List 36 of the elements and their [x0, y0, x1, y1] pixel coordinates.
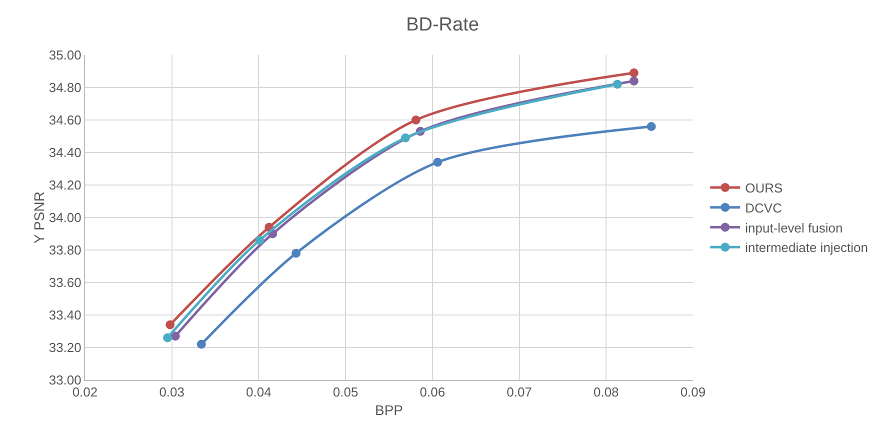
x-tick-label: 0.07	[506, 384, 532, 400]
point	[629, 76, 638, 86]
point	[401, 133, 410, 142]
y-tick-label: 33.40	[48, 308, 82, 323]
y-tick-label: 34.00	[48, 210, 82, 226]
x-tick-label: 0.05	[332, 384, 358, 400]
y-tick-label: 34.40	[48, 145, 82, 160]
point	[166, 320, 175, 330]
x-tick-label: 0.06	[420, 384, 446, 400]
y-tick-label: 33.80	[48, 242, 82, 258]
y-tick-label: 35.00	[48, 48, 82, 63]
x-tick-label: 0.08	[593, 384, 619, 400]
y-axis-title: Y PSNR	[30, 192, 47, 244]
legend-label: input-level fusion	[745, 220, 843, 236]
y-tick-label: 33.60	[48, 275, 82, 290]
legend-label: intermediate injection	[745, 240, 868, 256]
y-tick-label: 34.20	[48, 178, 82, 193]
point	[612, 80, 622, 89]
point	[646, 122, 656, 131]
point	[433, 158, 442, 167]
legend-label: DCVC	[745, 200, 782, 216]
x-tick-label: 0.09	[680, 384, 706, 400]
point	[196, 340, 206, 349]
point	[163, 333, 172, 342]
point	[292, 248, 301, 258]
y-tick-label: 34.80	[48, 80, 82, 96]
x-tick-label: 0.04	[246, 384, 272, 400]
x-axis-title: BPP	[374, 402, 404, 418]
point	[629, 68, 638, 78]
x-tick-label: 0.03	[159, 384, 185, 400]
y-tick-label: 34.60	[48, 112, 82, 128]
legend-label: OURS	[745, 180, 784, 196]
chart-title: BD-Rate	[406, 14, 479, 36]
point	[411, 116, 420, 124]
point	[255, 236, 264, 245]
y-tick-label: 33.20	[48, 340, 82, 356]
